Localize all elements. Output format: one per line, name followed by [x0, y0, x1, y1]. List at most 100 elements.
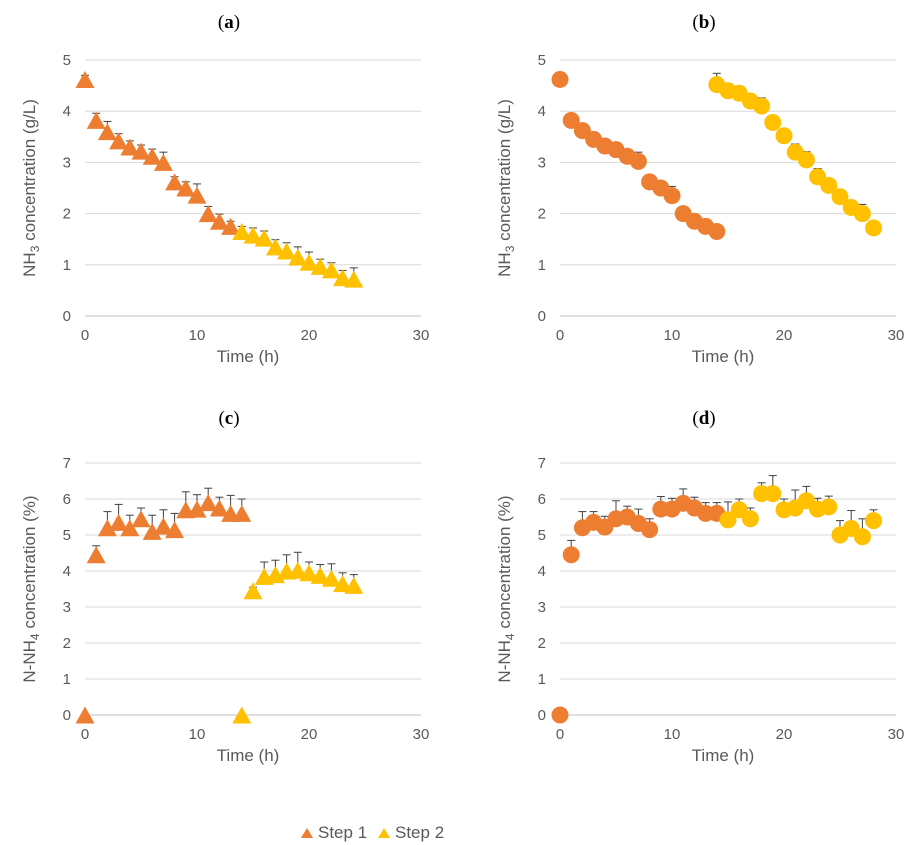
- data-point: [288, 561, 308, 579]
- x-tick-label: 0: [556, 726, 564, 743]
- data-point: [344, 576, 364, 594]
- y-tick-label: 2: [538, 635, 546, 652]
- data-point: [198, 205, 218, 223]
- series-2: [232, 551, 364, 724]
- x-tick-label: 0: [81, 327, 89, 344]
- data-point: [708, 223, 726, 241]
- data-point: [321, 569, 341, 587]
- data-point: [243, 582, 263, 600]
- data-point: [641, 521, 659, 539]
- panel-a: (a) 0 1 2 3 4 5 0 10 20 30 Time (h) NH3 concentratio…: [20, 12, 429, 366]
- x-tick-label: 20: [301, 726, 318, 743]
- panel-label: (a): [218, 12, 240, 33]
- data-point: [86, 546, 106, 564]
- data-point: [187, 186, 207, 204]
- data-point: [551, 70, 569, 88]
- data-point: [142, 147, 162, 165]
- data-point: [333, 575, 353, 593]
- data-point: [299, 253, 319, 271]
- x-tick-label: 20: [776, 726, 793, 743]
- data-point: [131, 510, 151, 528]
- y-tick-label: 0: [538, 707, 546, 724]
- y-tick-label: 3: [63, 599, 71, 616]
- y-tick-label: 2: [63, 206, 71, 223]
- data-point: [299, 564, 319, 582]
- data-point: [321, 261, 341, 279]
- series-2: [232, 223, 364, 288]
- y-tick-label: 1: [538, 257, 546, 274]
- data-point: [75, 706, 95, 724]
- data-point: [153, 517, 173, 535]
- data-point: [86, 111, 106, 129]
- data-point: [131, 142, 151, 160]
- data-point: [97, 123, 117, 141]
- y-axis-title: NH3 concentration (g/L): [495, 99, 517, 277]
- data-point: [775, 127, 793, 145]
- x-axis-title: Time (h): [692, 347, 755, 366]
- data-point: [753, 97, 771, 115]
- data-point: [232, 504, 252, 522]
- series-1: [551, 488, 726, 724]
- x-tick-label: 10: [664, 327, 681, 344]
- data-point: [741, 510, 759, 528]
- x-tick-label: 10: [664, 726, 681, 743]
- y-tick-label: 4: [63, 103, 71, 120]
- panel-label: (c): [218, 408, 239, 429]
- data-point: [277, 242, 297, 260]
- y-tick-label: 4: [63, 563, 71, 580]
- panel-d: (d) 0 1 2 3 4 5 6 7 0 10 20 30 Time (h) N-NH4 concentr…: [495, 408, 904, 765]
- y-tick-label: 5: [63, 527, 71, 544]
- y-tick-label: 2: [63, 635, 71, 652]
- series-1: [75, 70, 241, 235]
- data-point: [820, 498, 838, 516]
- data-point: [344, 270, 364, 288]
- series-2: [708, 72, 883, 237]
- y-tick-label: 4: [538, 103, 546, 120]
- y-axis-title: N-NH4 concentration (%): [495, 495, 517, 682]
- y-tick-label: 1: [63, 257, 71, 274]
- data-point: [120, 138, 140, 156]
- data-point: [764, 113, 782, 131]
- panel-label: (d): [692, 408, 715, 429]
- data-point: [865, 512, 883, 530]
- y-tick-label: 5: [538, 527, 546, 544]
- data-point: [853, 528, 871, 546]
- data-point: [629, 152, 647, 170]
- data-point: [198, 494, 218, 512]
- data-point: [719, 511, 737, 529]
- x-tick-label: 30: [888, 726, 905, 743]
- series-2: [719, 475, 883, 546]
- data-point: [165, 173, 185, 191]
- legend-step1-label: Step 1: [318, 823, 367, 842]
- data-point: [663, 187, 681, 205]
- data-point: [831, 188, 849, 206]
- data-point: [176, 179, 196, 197]
- data-point: [265, 238, 285, 256]
- y-tick-label: 7: [63, 455, 71, 472]
- y-tick-label: 6: [538, 491, 546, 508]
- y-tick-label: 6: [63, 491, 71, 508]
- data-point: [97, 519, 117, 537]
- x-tick-label: 20: [776, 327, 793, 344]
- y-axis-title: N-NH4 concentration (%): [20, 495, 42, 682]
- x-tick-label: 0: [81, 726, 89, 743]
- data-point: [232, 223, 252, 241]
- data-point: [120, 519, 140, 537]
- data-point: [310, 257, 330, 275]
- x-tick-label: 30: [413, 726, 430, 743]
- data-point: [853, 205, 871, 223]
- y-tick-label: 0: [63, 308, 71, 325]
- series-1: [75, 487, 252, 724]
- y-tick-label: 3: [538, 599, 546, 616]
- data-point: [209, 499, 229, 517]
- legend-step1-marker-icon: [301, 828, 313, 838]
- y-tick-label: 1: [63, 671, 71, 688]
- x-tick-label: 10: [189, 327, 206, 344]
- data-point: [75, 70, 95, 88]
- data-point: [142, 522, 162, 540]
- panel-label: (b): [692, 12, 715, 33]
- data-point: [232, 706, 252, 724]
- data-point: [243, 226, 263, 244]
- x-axis-title: Time (h): [692, 746, 755, 765]
